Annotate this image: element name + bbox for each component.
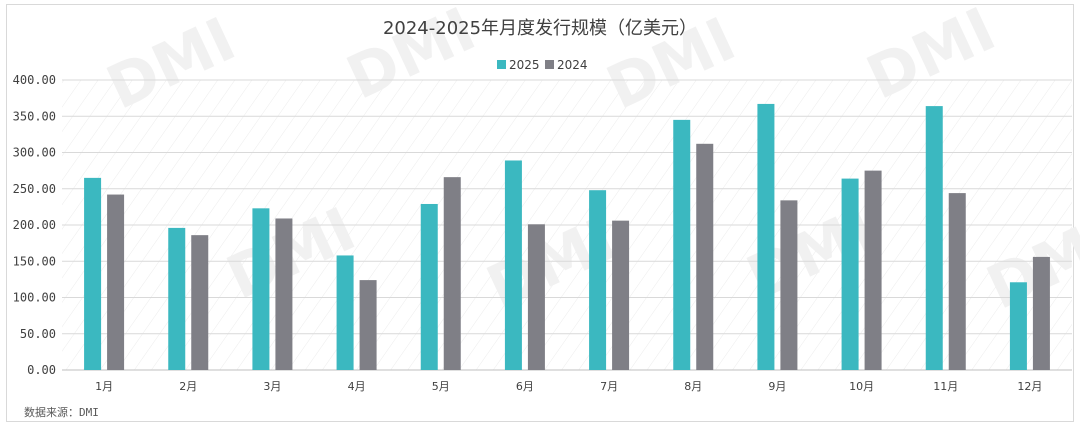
y-tick-label: 0.00 <box>27 363 56 377</box>
x-tick-label: 8月 <box>684 380 702 393</box>
bar-2025-12 <box>1009 282 1027 370</box>
y-tick-label: 300.00 <box>13 146 56 160</box>
source-note: 数据来源：DMI <box>24 405 99 419</box>
y-tick-label: 250.00 <box>13 182 56 196</box>
bar-2024-2 <box>191 235 209 370</box>
legend: 2025 2024 <box>497 58 588 72</box>
bar-2024-12 <box>1032 256 1050 370</box>
bar-2025-11 <box>925 106 943 370</box>
bar-2025-7 <box>589 190 607 370</box>
x-axis: 1月 2月 3月 4月 5月 6月 7月 8月 9月 10月 11月 12月 <box>95 380 1042 393</box>
grid-lines <box>62 79 1072 371</box>
bar-2025-6 <box>504 160 522 370</box>
legend-swatch-2025 <box>497 60 506 69</box>
legend-label-2025: 2025 <box>509 58 540 72</box>
y-tick-label: 50.00 <box>20 327 56 341</box>
bar-2024-5 <box>443 177 461 370</box>
x-tick-label: 11月 <box>933 380 958 393</box>
y-tick-label: 400.00 <box>13 73 56 87</box>
y-tick-label: 100.00 <box>13 291 56 305</box>
x-tick-label: 1月 <box>95 380 113 393</box>
bar-2025-4 <box>336 255 354 370</box>
bar-2024-4 <box>359 280 377 370</box>
x-tick-label: 3月 <box>263 380 281 393</box>
bar-2024-11 <box>948 193 966 370</box>
y-axis: 0.00 50.00 100.00 150.00 200.00 250.00 300.00 3… <box>13 73 56 377</box>
bar-layer <box>84 103 1050 371</box>
bar-2024-3 <box>275 218 293 370</box>
y-tick-label: 350.00 <box>13 109 56 123</box>
bar-2025-3 <box>252 208 270 370</box>
legend-swatch-2024 <box>545 60 554 69</box>
y-tick-label: 200.00 <box>13 218 56 232</box>
x-tick-label: 9月 <box>768 380 786 393</box>
x-tick-label: 10月 <box>849 380 874 393</box>
bar-2024-7 <box>612 220 630 370</box>
x-tick-label: 12月 <box>1017 380 1042 393</box>
x-tick-label: 5月 <box>432 380 450 393</box>
bar-2024-6 <box>527 224 545 370</box>
bar-2025-1 <box>84 177 102 370</box>
x-tick-label: 6月 <box>516 380 534 393</box>
legend-label-2024: 2024 <box>557 58 588 72</box>
x-tick-label: 7月 <box>600 380 618 393</box>
bar-2024-1 <box>107 194 125 370</box>
bar-2024-9 <box>780 200 798 370</box>
x-tick-label: 4月 <box>348 380 366 393</box>
bar-2025-10 <box>841 178 859 370</box>
bar-2024-8 <box>696 143 714 370</box>
chart-title: 2024-2025年月度发行规模（亿美元） <box>383 18 697 39</box>
x-tick-label: 2月 <box>179 380 197 393</box>
bar-2025-8 <box>673 119 691 370</box>
bar-2024-10 <box>864 170 882 370</box>
bar-2025-9 <box>757 103 775 371</box>
bar-2025-5 <box>420 203 438 370</box>
bar-2025-2 <box>168 227 186 370</box>
y-tick-label: 150.00 <box>13 254 56 268</box>
